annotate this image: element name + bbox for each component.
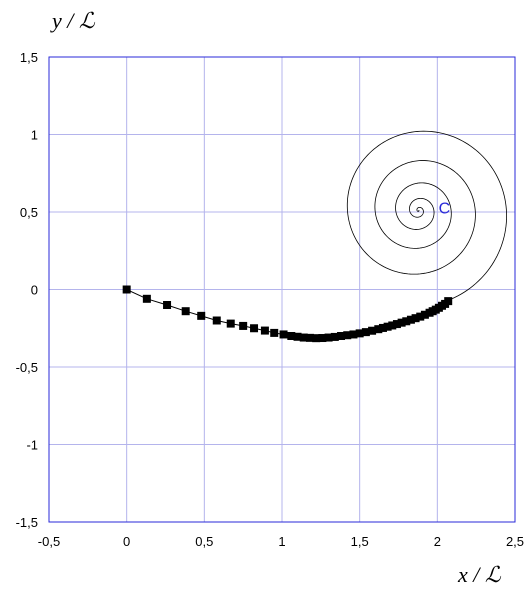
- data-point: [181, 307, 190, 316]
- x-axis-label: x / ℒ: [457, 562, 502, 587]
- y-tick-label: 1: [31, 128, 38, 143]
- data-point: [411, 314, 420, 323]
- data-point: [324, 333, 333, 342]
- data-point: [279, 330, 288, 339]
- data-point: [330, 332, 339, 341]
- data-point: [293, 332, 302, 341]
- y-tick-label: 1,5: [20, 50, 38, 65]
- data-point: [383, 322, 392, 331]
- data-point: [388, 321, 397, 330]
- data-point: [397, 318, 406, 327]
- data-point: [368, 326, 377, 335]
- data-point: [444, 297, 453, 306]
- data-point: [299, 333, 308, 342]
- data-point: [392, 320, 401, 329]
- x-tick-labels: -0,5 0 0,5 1 1,5 2 2,5: [38, 534, 524, 549]
- x-tick-label: 1,5: [351, 534, 369, 549]
- data-point: [197, 311, 206, 320]
- data-point: [337, 332, 346, 340]
- data-point: [226, 319, 235, 328]
- data-point: [343, 331, 352, 340]
- data-point: [212, 316, 221, 325]
- data-point: [349, 330, 358, 339]
- x-tick-label: -0,5: [38, 534, 60, 549]
- data-point: [355, 329, 364, 338]
- data-point: [305, 333, 314, 342]
- data-point: [122, 285, 131, 294]
- data-point: [420, 310, 429, 319]
- data-point: [250, 324, 259, 333]
- x-tick-label: 0: [123, 534, 130, 549]
- plot-frame: [48, 56, 516, 523]
- y-tick-label: -1,5: [16, 515, 38, 530]
- point-label-c: C: [439, 200, 451, 217]
- series-points: [122, 285, 453, 343]
- data-point: [318, 334, 327, 343]
- data-point: [287, 332, 296, 340]
- y-tick-label: -1: [26, 438, 38, 453]
- data-point: [378, 323, 387, 332]
- data-point: [270, 328, 279, 337]
- y-axis-label: y / ℒ: [50, 8, 96, 33]
- y-tick-label: -0,5: [16, 360, 38, 375]
- spiral-curve: [346, 130, 507, 301]
- x-tick-label: 2: [434, 534, 441, 549]
- x-tick-label: 0,5: [195, 534, 213, 549]
- data-point: [361, 328, 370, 337]
- y-tick-label: 0,5: [20, 205, 38, 220]
- data-point: [312, 334, 321, 343]
- data-point: [239, 321, 248, 330]
- data-point: [260, 326, 269, 335]
- data-point: [163, 301, 172, 309]
- x-tick-label: 2,5: [506, 534, 524, 549]
- data-point: [142, 294, 151, 303]
- x-tick-label: 1: [278, 534, 285, 549]
- grid: [49, 57, 515, 522]
- y-tick-label: 0: [31, 283, 38, 298]
- data-point: [416, 312, 425, 321]
- data-point: [402, 317, 411, 326]
- data-point: [374, 325, 383, 334]
- data-point: [406, 315, 415, 324]
- y-tick-labels: 1,5 1 0,5 0 -0,5 -1 -1,5: [16, 50, 38, 530]
